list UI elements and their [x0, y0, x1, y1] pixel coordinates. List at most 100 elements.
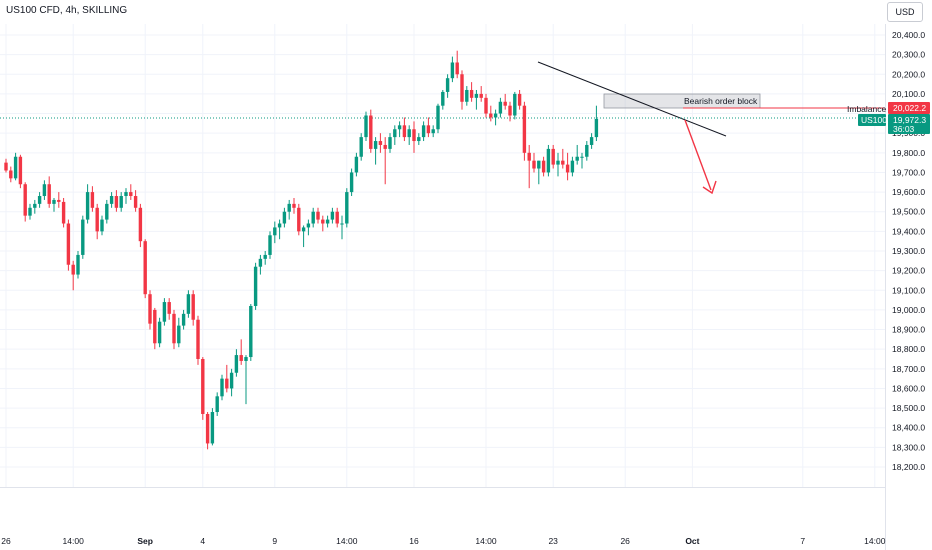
- candle: [148, 290, 152, 330]
- candle: [42, 180, 47, 200]
- countdown-timer: 36:03: [893, 124, 915, 134]
- candle-body: [57, 199, 61, 202]
- x-tick-label: 4: [200, 536, 205, 546]
- candle: [153, 307, 157, 350]
- candle-body: [282, 211, 287, 224]
- candle-body: [18, 156, 23, 185]
- candle: [522, 101, 527, 161]
- candle: [561, 148, 565, 169]
- candle-body: [52, 199, 56, 204]
- candle: [321, 215, 325, 232]
- candle: [335, 207, 339, 228]
- candle: [47, 176, 51, 208]
- candle-body: [489, 113, 493, 118]
- candle-body: [220, 378, 224, 397]
- candle-body: [138, 207, 143, 242]
- candle-body: [570, 160, 575, 173]
- candle: [546, 144, 551, 177]
- candle: [378, 133, 383, 153]
- candle: [273, 221, 277, 244]
- candle-body: [580, 156, 584, 158]
- candle-body: [37, 196, 42, 204]
- candle: [234, 349, 239, 377]
- candle: [90, 186, 95, 212]
- candle: [52, 197, 56, 212]
- candle: [484, 93, 488, 118]
- candle: [407, 125, 411, 145]
- y-tick-label: 19,100.0: [892, 285, 925, 295]
- candle: [517, 89, 522, 110]
- candle: [393, 125, 397, 145]
- candle-body: [594, 118, 599, 138]
- candle-body: [354, 156, 359, 173]
- x-tick-label: 26: [1, 536, 11, 546]
- y-tick-label: 20,100.0: [892, 89, 925, 99]
- candle-body: [493, 113, 498, 118]
- candle-body: [205, 413, 210, 444]
- candle-body: [513, 93, 517, 116]
- candle: [167, 298, 171, 320]
- downward-trendline: [537, 61, 727, 137]
- candle: [306, 219, 311, 236]
- symbol-title: US100 CFD, 4h, SKILLING: [6, 5, 128, 16]
- x-tick-label: Oct: [685, 536, 699, 546]
- projection-arrow: [684, 119, 717, 195]
- y-tick-label: 19,700.0: [892, 167, 925, 177]
- candle-body: [114, 196, 119, 208]
- candle-body: [541, 160, 546, 173]
- currency-button[interactable]: USD: [887, 2, 923, 22]
- candle-body: [157, 321, 162, 344]
- x-tick-label: 9: [272, 536, 277, 546]
- candle: [297, 203, 301, 236]
- candle-body: [484, 97, 488, 114]
- candle: [311, 207, 315, 228]
- candle: [301, 225, 306, 248]
- candle: [489, 105, 493, 122]
- candle-body: [407, 129, 411, 138]
- candle-body: [229, 372, 234, 389]
- candle-body: [359, 137, 363, 157]
- candle-body: [522, 105, 527, 153]
- candle: [109, 192, 114, 208]
- candle-body: [383, 144, 387, 149]
- candle-body: [215, 396, 219, 413]
- candle-body: [13, 156, 18, 179]
- candle-body: [9, 170, 13, 179]
- candle: [201, 357, 205, 420]
- candle-body: [421, 125, 426, 138]
- candle-body: [268, 235, 272, 255]
- candle: [402, 117, 407, 142]
- candle: [220, 374, 224, 401]
- candle-body: [66, 223, 71, 265]
- symbol-tag: US100: [861, 115, 887, 125]
- candle: [268, 231, 272, 259]
- order-block-label: Bearish order block: [684, 96, 758, 106]
- candle-body: [162, 302, 167, 322]
- candle-body: [196, 319, 200, 359]
- candle-body: [153, 309, 157, 344]
- candle: [527, 144, 531, 189]
- candle: [455, 50, 459, 79]
- candle-body: [273, 227, 277, 236]
- candle-body: [565, 164, 570, 173]
- candle-body: [436, 105, 440, 130]
- last-price: 19,972.3: [893, 115, 926, 125]
- candle-body: [4, 162, 8, 171]
- candle: [450, 56, 455, 83]
- candle: [191, 290, 195, 326]
- candle: [498, 97, 503, 118]
- candle: [181, 309, 186, 330]
- x-tick-label: 7: [800, 536, 805, 546]
- candle-body: [148, 294, 152, 324]
- candle-body: [210, 412, 215, 444]
- candle-body: [292, 203, 296, 208]
- y-tick-label: 19,200.0: [892, 266, 925, 276]
- candle-body: [253, 266, 258, 306]
- candle-body: [455, 62, 459, 75]
- candle-body: [575, 156, 579, 161]
- candle-body: [95, 207, 99, 232]
- candle: [532, 152, 536, 173]
- y-tick-label: 20,200.0: [892, 69, 925, 79]
- candle: [277, 219, 282, 240]
